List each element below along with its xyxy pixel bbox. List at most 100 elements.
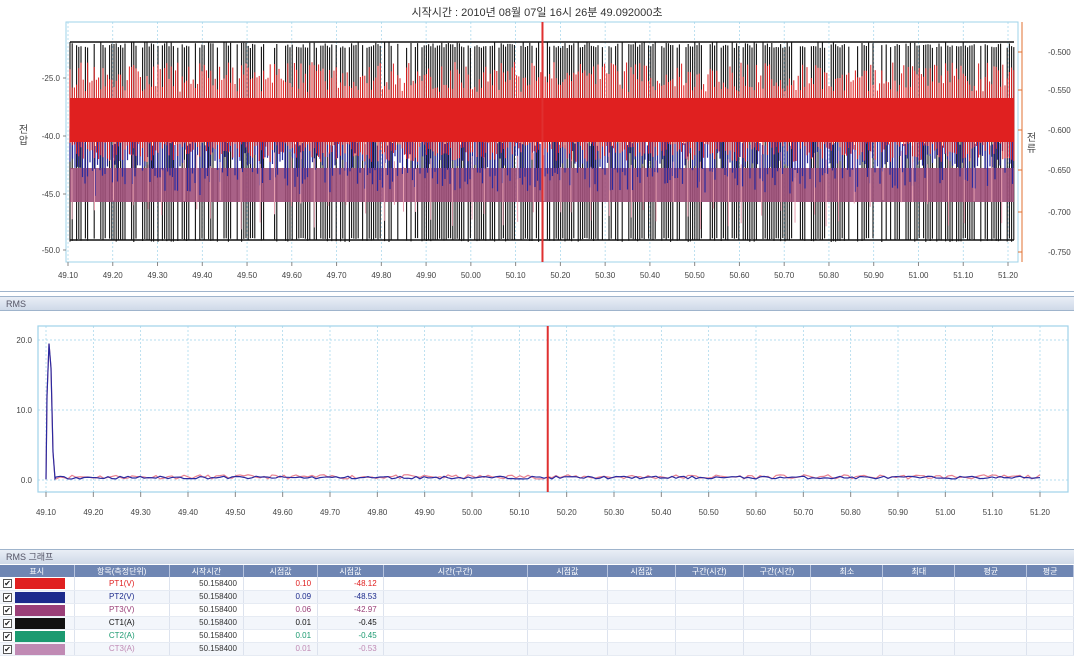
empty-cell (743, 616, 812, 630)
rms-chart[interactable]: 49.10 49.20 49.30 49.40 49.50 49.60 49.70 49.80… (0, 312, 1074, 548)
empty-cell (954, 616, 1028, 630)
rms-x-tick: 50.20 (557, 508, 578, 517)
empty-cell (527, 590, 609, 604)
waveform-right-tick: -0.750 (1048, 248, 1071, 257)
empty-cell (607, 616, 676, 630)
empty-cell (810, 616, 884, 630)
rms-x-tick: 49.20 (83, 508, 104, 517)
waveform-x-tick: 50.90 (864, 271, 885, 280)
waveform-x-tick: 49.50 (237, 271, 258, 280)
channel-visibility-cell[interactable]: ✔ (0, 577, 75, 591)
table-row[interactable]: ✔ CT1(A) 50.158400 0.01 -0.45 (0, 616, 1074, 630)
channel-start-time: 50.158400 (169, 629, 244, 643)
column-header[interactable]: 표시 (0, 565, 75, 577)
channel-visible-checkbox[interactable]: ✔ (3, 631, 12, 641)
channel-value-2: -0.45 (317, 629, 384, 643)
empty-cell (810, 642, 884, 656)
empty-cell (882, 642, 956, 656)
table-row[interactable]: ✔ CT2(A) 50.158400 0.01 -0.45 (0, 629, 1074, 643)
channel-value-2: -48.53 (317, 590, 384, 604)
empty-cell (882, 629, 956, 643)
channel-visible-checkbox[interactable]: ✔ (3, 579, 12, 589)
waveform-right-tick: -0.700 (1048, 208, 1071, 217)
empty-cell (383, 629, 528, 643)
rms-x-tick: 50.40 (651, 508, 672, 517)
channel-start-time: 50.158400 (169, 603, 244, 617)
column-header[interactable]: 시점값 (243, 565, 319, 577)
channel-start-time: 50.158400 (169, 616, 244, 630)
column-header[interactable]: 시점값 (317, 565, 384, 577)
channel-name: CT3(A) (74, 642, 170, 656)
column-header[interactable]: 시간(구간) (383, 565, 528, 577)
channel-visibility-cell[interactable]: ✔ (0, 616, 75, 630)
channel-visibility-cell[interactable]: ✔ (0, 629, 75, 643)
empty-cell (675, 590, 744, 604)
waveform-right-tick: -0.600 (1048, 126, 1071, 135)
empty-cell (383, 603, 528, 617)
rms-x-tick: 49.40 (178, 508, 199, 517)
waveform-x-tick: 50.80 (819, 271, 840, 280)
rms-panel-header: RMS (0, 296, 1074, 311)
table-row[interactable]: ✔ PT1(V) 50.158400 0.10 -48.12 (0, 577, 1074, 591)
channel-visible-checkbox[interactable]: ✔ (3, 605, 12, 615)
waveform-x-tick: 50.30 (595, 271, 616, 280)
column-header[interactable]: 최대 (882, 565, 956, 577)
column-header[interactable]: 구간(시간) (743, 565, 812, 577)
table-header-row: 표시 항목(측정단위) 시작시간 시점값 시점값 시간(구간) 시점값 시점값 구간(시간) 구간… (0, 565, 1074, 577)
channel-visibility-cell[interactable]: ✔ (0, 590, 75, 604)
rms-x-tick: 50.30 (604, 508, 625, 517)
empty-cell (675, 616, 744, 630)
channel-visibility-cell[interactable]: ✔ (0, 603, 75, 617)
channel-color-swatch[interactable] (15, 591, 65, 602)
empty-cell (675, 603, 744, 617)
channel-color-swatch[interactable] (15, 604, 65, 615)
empty-cell (1026, 616, 1074, 630)
column-header[interactable]: 평균 (954, 565, 1028, 577)
rms-x-tick: 51.20 (1030, 508, 1051, 517)
table-row[interactable]: ✔ CT3(A) 50.158400 0.01 -0.53 (0, 642, 1074, 656)
rms-x-tick: 51.10 (983, 508, 1004, 517)
waveform-x-tick: 49.10 (58, 271, 79, 280)
channel-color-swatch[interactable] (15, 630, 65, 641)
empty-cell (1026, 629, 1074, 643)
column-header[interactable]: 시점값 (527, 565, 609, 577)
channel-table: 표시 항목(측정단위) 시작시간 시점값 시점값 시간(구간) 시점값 시점값 구간(시간) 구간… (0, 565, 1074, 660)
waveform-x-tick: 51.20 (998, 271, 1019, 280)
channel-visible-checkbox[interactable]: ✔ (3, 644, 12, 654)
waveform-right-tick: -0.550 (1048, 86, 1071, 95)
empty-cell (607, 577, 676, 591)
column-header[interactable]: 시작시간 (169, 565, 244, 577)
empty-cell (607, 642, 676, 656)
channel-visible-checkbox[interactable]: ✔ (3, 618, 12, 628)
channel-color-swatch[interactable] (15, 617, 65, 628)
table-row[interactable]: ✔ PT2(V) 50.158400 0.09 -48.53 (0, 590, 1074, 604)
waveform-x-tick: 49.30 (148, 271, 169, 280)
waveform-x-tick: 49.80 (371, 271, 392, 280)
table-row[interactable]: ✔ PT3(V) 50.158400 0.06 -42.97 (0, 603, 1074, 617)
channel-color-swatch[interactable] (15, 578, 65, 589)
waveform-right-tick: -0.650 (1048, 166, 1071, 175)
empty-cell (882, 590, 956, 604)
column-header[interactable]: 평균 (1026, 565, 1074, 577)
channel-value-2: -42.97 (317, 603, 384, 617)
empty-cell (1026, 590, 1074, 604)
column-header[interactable]: 항목(측정단위) (74, 565, 170, 577)
channel-color-swatch[interactable] (15, 643, 65, 654)
column-header[interactable]: 최소 (810, 565, 884, 577)
column-header[interactable]: 구간(시간) (675, 565, 744, 577)
voltage-axis-label: 전압 (16, 124, 27, 146)
empty-cell (743, 629, 812, 643)
rms-x-tick: 50.60 (746, 508, 767, 517)
rms-pt2-trace (45, 343, 1041, 481)
waveform-x-tick: 49.60 (282, 271, 303, 280)
waveform-x-tick: 50.40 (640, 271, 661, 280)
channel-visibility-cell[interactable]: ✔ (0, 642, 75, 656)
empty-cell (954, 577, 1028, 591)
empty-cell (1026, 577, 1074, 591)
channel-visible-checkbox[interactable]: ✔ (3, 592, 12, 602)
waveform-chart[interactable]: 49.10 49.20 49.30 49.40 49.50 49.60 49.70 49.80… (0, 0, 1074, 292)
empty-cell (383, 577, 528, 591)
empty-cell (383, 616, 528, 630)
rms-table-header: RMS 그래프 (0, 549, 1074, 564)
column-header[interactable]: 시점값 (607, 565, 676, 577)
